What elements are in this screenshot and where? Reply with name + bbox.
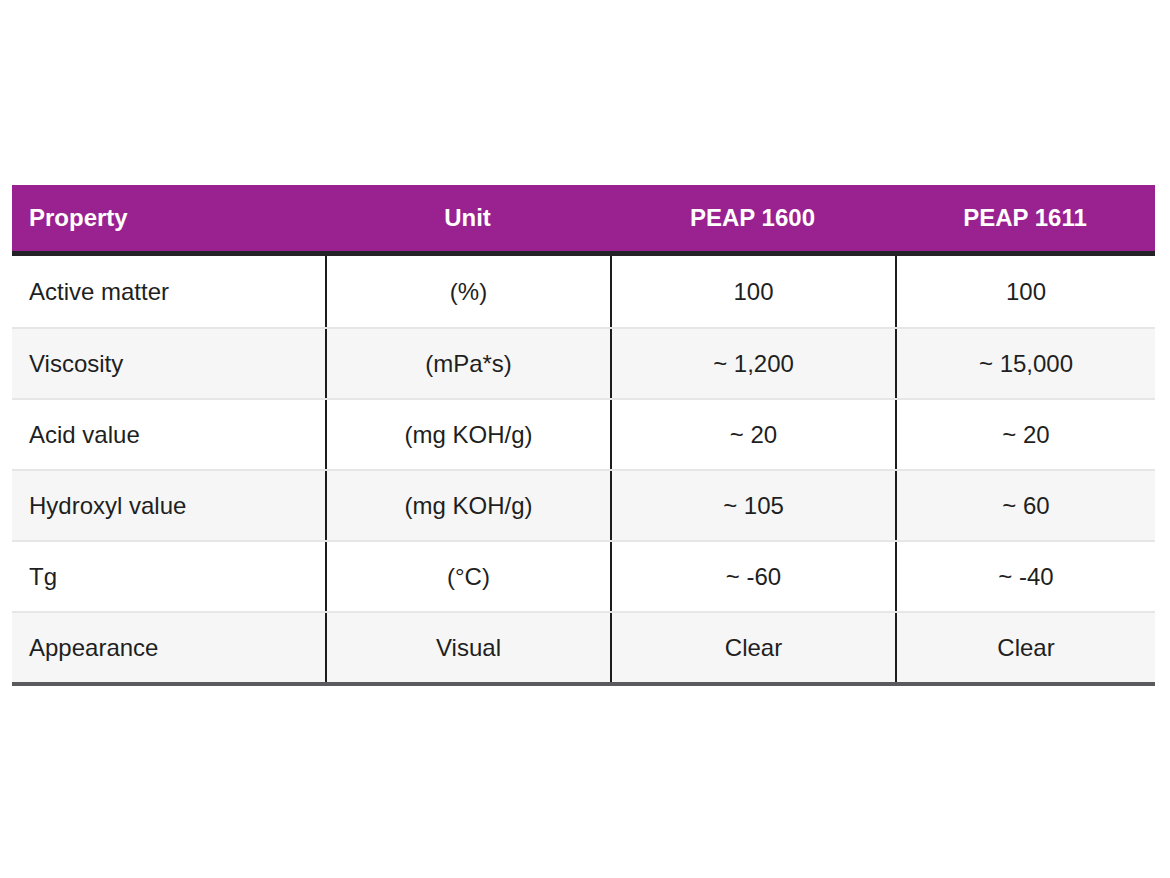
cell-peap-1600: Clear	[610, 613, 895, 682]
header-cell-property: Property	[12, 185, 325, 251]
header-cell-unit: Unit	[325, 185, 610, 251]
cell-unit: (mPa*s)	[325, 329, 610, 398]
cell-property: Acid value	[12, 400, 325, 469]
cell-property: Appearance	[12, 613, 325, 682]
cell-property: Tg	[12, 542, 325, 611]
cell-unit: Visual	[325, 613, 610, 682]
cell-peap-1611: Clear	[895, 613, 1155, 682]
cell-unit: (%)	[325, 256, 610, 327]
cell-peap-1600: ~ 1,200	[610, 329, 895, 398]
table-header-row: Property Unit PEAP 1600 PEAP 1611	[12, 185, 1155, 256]
header-cell-peap-1611: PEAP 1611	[895, 185, 1155, 251]
cell-peap-1611: ~ -40	[895, 542, 1155, 611]
header-cell-peap-1600: PEAP 1600	[610, 185, 895, 251]
cell-property: Active matter	[12, 256, 325, 327]
cell-peap-1600: ~ 20	[610, 400, 895, 469]
page: Property Unit PEAP 1600 PEAP 1611 Active…	[0, 0, 1170, 878]
table-row: Viscosity (mPa*s) ~ 1,200 ~ 15,000	[12, 327, 1155, 398]
cell-peap-1611: ~ 20	[895, 400, 1155, 469]
cell-property: Hydroxyl value	[12, 471, 325, 540]
cell-property: Viscosity	[12, 329, 325, 398]
table-row: Appearance Visual Clear Clear	[12, 611, 1155, 682]
cell-unit: (mg KOH/g)	[325, 400, 610, 469]
cell-peap-1600: ~ -60	[610, 542, 895, 611]
cell-peap-1600: ~ 105	[610, 471, 895, 540]
product-properties-table: Property Unit PEAP 1600 PEAP 1611 Active…	[12, 185, 1155, 686]
table-row: Hydroxyl value (mg KOH/g) ~ 105 ~ 60	[12, 469, 1155, 540]
cell-peap-1611: ~ 15,000	[895, 329, 1155, 398]
cell-unit: (°C)	[325, 542, 610, 611]
table-row: Tg (°C) ~ -60 ~ -40	[12, 540, 1155, 611]
table-row: Acid value (mg KOH/g) ~ 20 ~ 20	[12, 398, 1155, 469]
cell-peap-1611: 100	[895, 256, 1155, 327]
table-row: Active matter (%) 100 100	[12, 256, 1155, 327]
cell-peap-1611: ~ 60	[895, 471, 1155, 540]
cell-unit: (mg KOH/g)	[325, 471, 610, 540]
cell-peap-1600: 100	[610, 256, 895, 327]
